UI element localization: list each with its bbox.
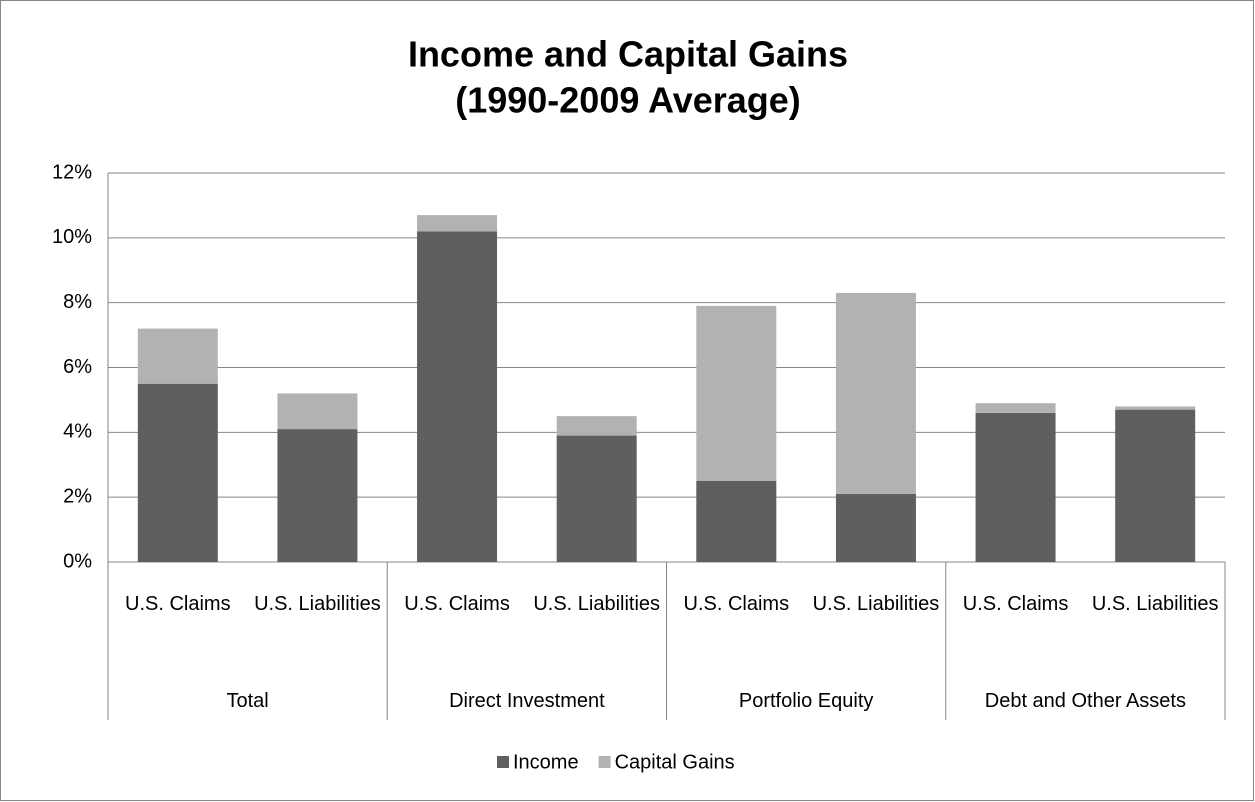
legend-label: Capital Gains bbox=[615, 751, 735, 773]
x-tick-label: U.S. Liabilities bbox=[254, 593, 381, 615]
y-tick-label: 10% bbox=[52, 226, 92, 248]
x-tick-label: U.S. Liabilities bbox=[812, 593, 940, 615]
chart-title: Income and Capital Gains bbox=[408, 34, 848, 75]
legend-label: Income bbox=[513, 751, 579, 773]
legend-swatch bbox=[497, 756, 509, 768]
y-tick-label: 2% bbox=[63, 485, 92, 507]
y-tick-label: 4% bbox=[63, 421, 92, 443]
x-tick-label: U.S. Claims bbox=[404, 593, 510, 615]
bar-segment bbox=[835, 292, 916, 494]
bar-segment bbox=[417, 215, 498, 232]
bar-segment bbox=[1115, 406, 1196, 410]
y-tick-label: 8% bbox=[63, 291, 92, 313]
bar-segment bbox=[696, 305, 777, 481]
bar-segment bbox=[137, 383, 218, 562]
group-label: Debt and Other Assets bbox=[984, 690, 1186, 712]
legend-swatch bbox=[598, 756, 611, 768]
x-tick-label: U.S. Claims bbox=[962, 593, 1069, 615]
x-tick-label: U.S. Claims bbox=[125, 593, 231, 615]
bar-segment bbox=[975, 412, 1056, 562]
bar-segment bbox=[696, 480, 777, 562]
bar-segment bbox=[1115, 409, 1196, 562]
x-tick-label: U.S. Liabilities bbox=[1091, 593, 1219, 615]
bar-segment bbox=[417, 231, 498, 562]
x-tick-label: U.S. Claims bbox=[683, 593, 790, 615]
x-tick-label: U.S. Liabilities bbox=[533, 593, 661, 615]
chart-subtitle: (1990-2009 Average) bbox=[455, 80, 801, 121]
bar-segment bbox=[556, 435, 637, 562]
bar-segment bbox=[556, 416, 637, 436]
bar-segment bbox=[835, 493, 916, 562]
group-label: Direct Investment bbox=[449, 690, 605, 712]
bar-segment bbox=[975, 403, 1056, 413]
y-tick-label: 6% bbox=[63, 356, 92, 378]
group-label: Portfolio Equity bbox=[738, 690, 874, 712]
y-tick-label: 0% bbox=[63, 550, 92, 572]
group-label: Total bbox=[226, 690, 269, 712]
bar-segment bbox=[137, 328, 218, 384]
bar-segment bbox=[277, 429, 358, 562]
bar-segment bbox=[277, 393, 358, 430]
y-tick-label: 12% bbox=[52, 161, 92, 183]
